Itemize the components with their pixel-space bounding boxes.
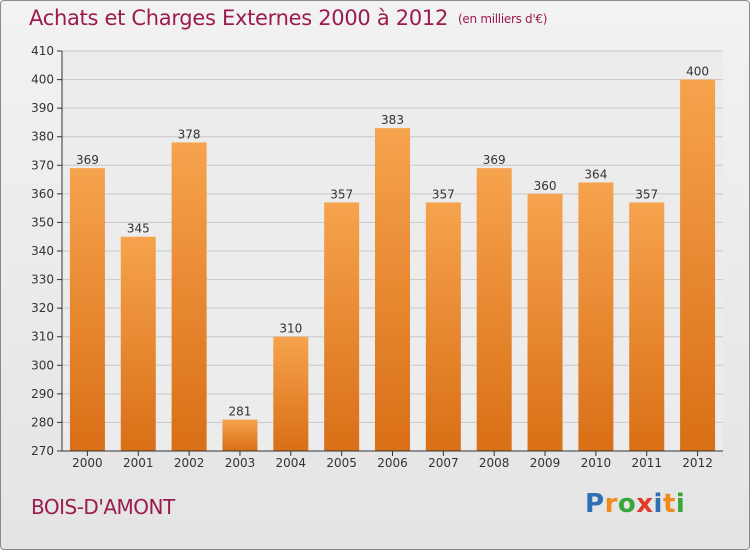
y-tick-label: 310: [31, 330, 54, 344]
data-label-2007: 357: [432, 187, 455, 201]
data-label-2002: 378: [178, 127, 201, 141]
y-tick-label: 380: [31, 130, 54, 144]
bar-2001: [120, 236, 156, 451]
bar-2004: [273, 336, 309, 451]
data-label-2008: 369: [483, 153, 506, 167]
x-tick-label-2006: 2006: [377, 456, 408, 470]
y-tick-label: 320: [31, 301, 54, 315]
y-tick-label: 390: [31, 101, 54, 115]
bar-2000: [69, 168, 105, 451]
bar-2011: [629, 202, 665, 451]
y-tick-label: 330: [31, 273, 54, 287]
location-label: BOIS-D'AMONT: [31, 495, 175, 519]
y-tick-label: 340: [31, 244, 54, 258]
y-tick-label: 400: [31, 73, 54, 87]
axes: 270 280 290 300 310 320 330 340 350 360 370 380 390 4…: [31, 44, 723, 470]
brand-letter: i: [675, 489, 686, 519]
y-tick-label: 270: [31, 444, 54, 458]
y-tick-label: 360: [31, 187, 54, 201]
bar-2010: [578, 182, 614, 451]
x-tick-label-2004: 2004: [276, 456, 307, 470]
chart-title-block: Achats et Charges Externes 2000 à 2012 (e…: [29, 6, 547, 30]
x-tick-label-2005: 2005: [326, 456, 357, 470]
data-label-2001: 345: [127, 222, 150, 236]
data-label-2005: 357: [330, 187, 353, 201]
brand-letter: o: [617, 489, 637, 519]
brand-letter: i: [653, 489, 663, 519]
y-tick-label: 370: [31, 158, 54, 172]
y-tick-label: 290: [31, 387, 54, 401]
x-tick-label-2003: 2003: [225, 456, 256, 470]
x-tick-label-2011: 2011: [631, 456, 662, 470]
chart-title: Achats et Charges Externes 2000 à 2012: [29, 6, 449, 30]
bar-2002: [171, 142, 207, 451]
data-label-2004: 310: [279, 322, 302, 336]
x-tick-label-2008: 2008: [479, 456, 510, 470]
y-tick-label: 350: [31, 215, 54, 229]
brand-letter: r: [604, 489, 618, 519]
data-label-2012: 400: [686, 65, 709, 79]
x-tick-label-2001: 2001: [123, 456, 154, 470]
bar-2003: [222, 419, 258, 451]
data-label-2009: 360: [534, 179, 557, 193]
x-tick-label-2000: 2000: [72, 456, 103, 470]
y-tick-label: 410: [31, 44, 54, 58]
bar-2012: [680, 79, 716, 452]
y-tick-label: 280: [31, 415, 54, 429]
brand-letter: t: [662, 489, 676, 519]
data-label-2011: 357: [635, 187, 658, 201]
y-tick-label: 300: [31, 358, 54, 372]
chart-unit: (en milliers d'€): [458, 12, 548, 26]
bars: [69, 79, 716, 452]
brand-letter: P: [585, 489, 605, 519]
bar-2008: [476, 168, 512, 451]
brand-letter: x: [636, 489, 654, 519]
bar-2009: [527, 193, 563, 451]
data-label-2006: 383: [381, 113, 404, 127]
data-labels: 369 345 378 281 310 357 383 357 369 360 364 357 400: [76, 65, 709, 419]
x-tick-label-2007: 2007: [428, 456, 459, 470]
data-label-2010: 364: [584, 167, 607, 181]
x-tick-label-2002: 2002: [174, 456, 205, 470]
x-tick-label-2012: 2012: [682, 456, 713, 470]
x-tick-label-2010: 2010: [581, 456, 612, 470]
data-label-2003: 281: [229, 405, 252, 419]
data-label-2000: 369: [76, 153, 99, 167]
brand-logo[interactable]: Proxiti: [585, 489, 685, 519]
bar-2006: [375, 128, 410, 451]
bar-2007: [425, 202, 461, 451]
x-tick-label-2009: 2009: [530, 456, 561, 470]
bar-2005: [324, 202, 360, 451]
